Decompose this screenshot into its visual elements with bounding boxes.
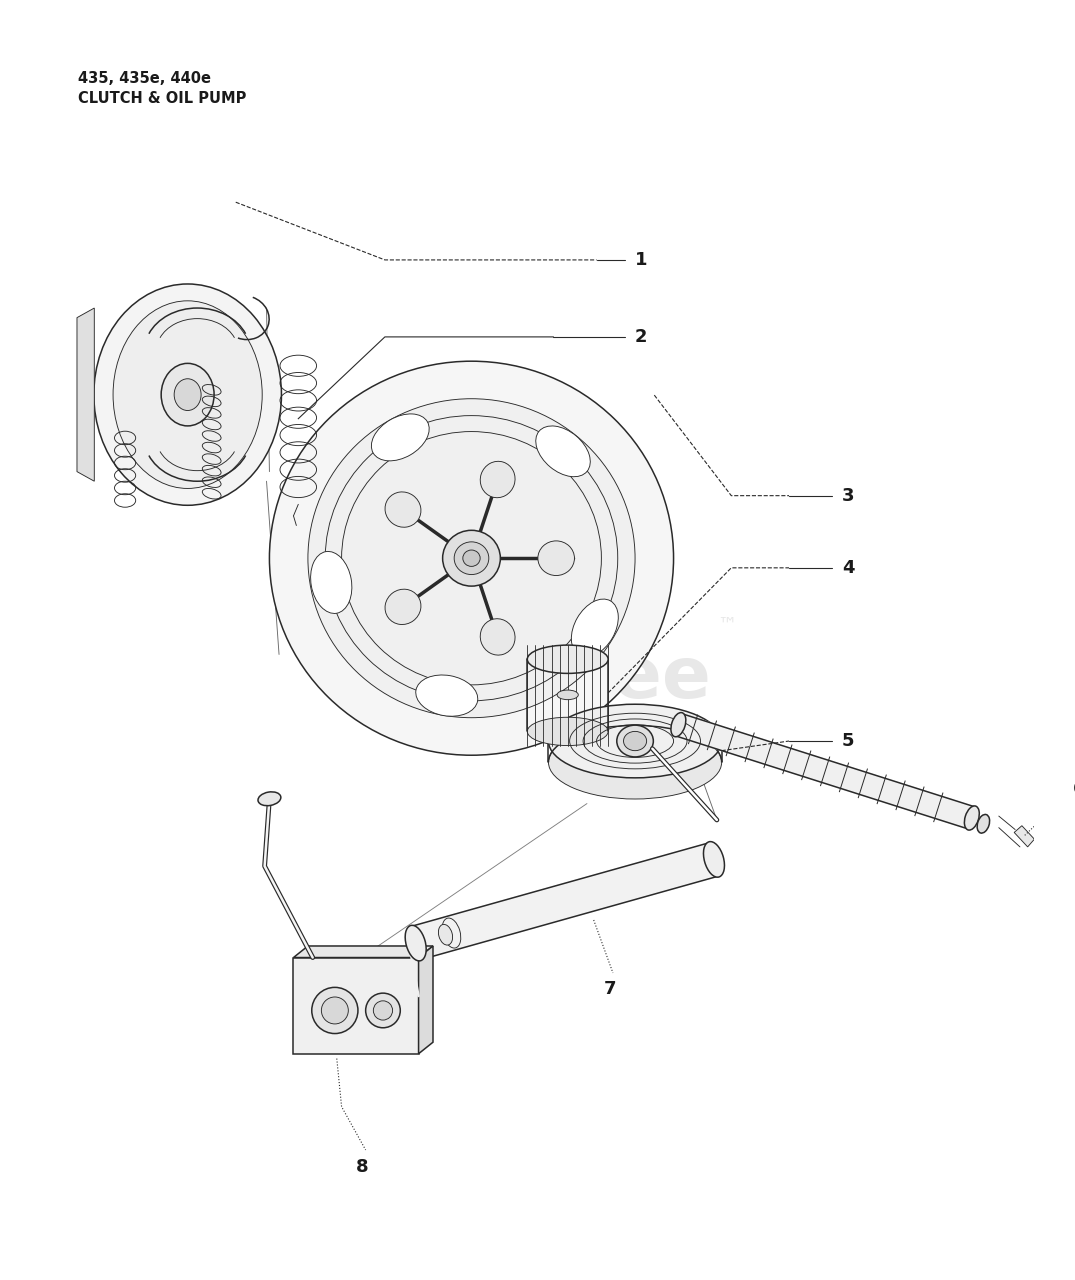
Ellipse shape (405, 925, 426, 961)
Ellipse shape (463, 550, 481, 566)
Ellipse shape (174, 379, 201, 411)
Ellipse shape (454, 541, 489, 575)
Polygon shape (411, 842, 719, 960)
Circle shape (366, 993, 400, 1028)
Ellipse shape (385, 492, 421, 527)
Text: 7: 7 (603, 980, 616, 998)
Ellipse shape (624, 731, 646, 750)
Text: PartTree: PartTree (367, 644, 712, 713)
Ellipse shape (416, 675, 477, 717)
Ellipse shape (538, 541, 574, 576)
Ellipse shape (443, 530, 500, 586)
Polygon shape (293, 946, 433, 957)
Ellipse shape (270, 361, 674, 755)
Ellipse shape (94, 284, 282, 506)
Text: 1: 1 (635, 251, 647, 269)
Ellipse shape (307, 399, 635, 718)
Ellipse shape (439, 924, 453, 945)
Ellipse shape (385, 589, 421, 625)
Text: 8: 8 (356, 1158, 369, 1176)
Polygon shape (293, 957, 418, 1053)
Ellipse shape (571, 599, 618, 657)
Ellipse shape (481, 618, 515, 655)
Text: 3: 3 (842, 486, 855, 504)
Text: 6: 6 (1073, 780, 1075, 799)
Polygon shape (418, 946, 433, 1053)
Ellipse shape (977, 814, 990, 833)
Ellipse shape (161, 364, 214, 426)
Circle shape (373, 1001, 392, 1020)
Text: ™: ™ (717, 616, 736, 635)
Polygon shape (77, 308, 95, 481)
Polygon shape (675, 714, 975, 829)
Ellipse shape (964, 806, 979, 831)
Text: 5: 5 (842, 732, 855, 750)
Text: CLUTCH & OIL PUMP: CLUTCH & OIL PUMP (77, 91, 246, 106)
Ellipse shape (548, 726, 721, 799)
Circle shape (321, 997, 348, 1024)
Ellipse shape (548, 704, 721, 778)
Ellipse shape (528, 717, 608, 745)
Circle shape (312, 987, 358, 1033)
Ellipse shape (528, 645, 608, 673)
Ellipse shape (311, 552, 352, 613)
Ellipse shape (371, 413, 429, 461)
Ellipse shape (481, 461, 515, 498)
Ellipse shape (113, 301, 262, 489)
Ellipse shape (671, 713, 686, 737)
Ellipse shape (258, 792, 281, 805)
Ellipse shape (617, 726, 654, 756)
Text: 4: 4 (842, 559, 855, 577)
Text: 2: 2 (635, 328, 647, 346)
Ellipse shape (535, 426, 590, 476)
Ellipse shape (703, 841, 725, 877)
Polygon shape (1014, 826, 1034, 847)
Text: 435, 435e, 440e: 435, 435e, 440e (77, 70, 211, 86)
Ellipse shape (557, 690, 578, 700)
